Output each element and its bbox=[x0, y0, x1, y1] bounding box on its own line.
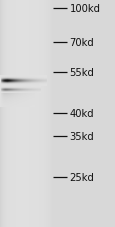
Text: 40kd: 40kd bbox=[69, 109, 93, 118]
Text: 100kd: 100kd bbox=[69, 4, 100, 14]
Text: 25kd: 25kd bbox=[69, 172, 94, 182]
Text: 35kd: 35kd bbox=[69, 131, 93, 141]
Text: 70kd: 70kd bbox=[69, 38, 93, 48]
Text: 55kd: 55kd bbox=[69, 68, 94, 78]
